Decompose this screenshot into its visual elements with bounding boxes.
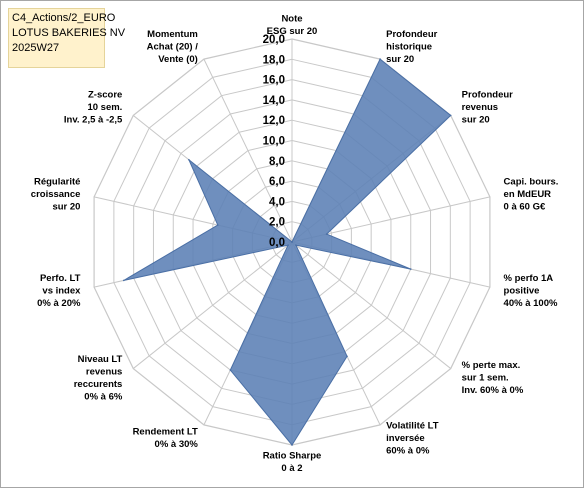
axis-label: Profondeur revenus sur 20 (462, 89, 513, 125)
data-point (287, 244, 289, 246)
title-box: C4_Actions/2_EURO LOTUS BAKERIES NV 2025… (8, 8, 126, 68)
axis-label: Perfo. LT vs index 0% à 20% (37, 273, 81, 309)
data-point (229, 369, 232, 371)
tick-label: 10,0 (263, 136, 285, 148)
data-point (409, 268, 412, 270)
axis-spoke (291, 241, 452, 369)
tick-label: 14,0 (263, 95, 285, 107)
data-point (291, 444, 293, 446)
axis-label: Capi. bours. en MdEUR 0 à 60 G€ (504, 176, 559, 212)
tick-label: 16,0 (263, 75, 285, 87)
data-point (449, 114, 452, 117)
tick-label: 12,0 (263, 115, 285, 127)
tick-label: 4,0 (269, 196, 285, 208)
axis-label: Rendement LT 0% à 30% (133, 427, 199, 451)
radar-series (122, 58, 452, 446)
axis-label: Note ESG sur 20 (267, 14, 318, 38)
title-line-1: C4_Actions/2_EURO (12, 12, 116, 24)
tick-label: 20,0 (263, 34, 285, 46)
data-point (291, 241, 293, 243)
axis-label: Niveau LT revenus reccurents 0% à 6% (74, 354, 123, 403)
data-point (379, 58, 381, 60)
axis-label: % perte max. sur 1 sem. Inv. 60% à 0% (462, 360, 524, 396)
axis-label: Momentum Achat (20) / Vente (0) (147, 29, 199, 65)
data-point (346, 355, 348, 358)
data-point (122, 279, 125, 282)
axis-spoke (132, 241, 293, 369)
radar-axis-labels: Note ESG sur 20 Profondeur historique sur 20… (31, 14, 559, 475)
axis-label: Ratio Sharpe 0 à 2 (263, 451, 322, 475)
title-line-2: LOTUS BAKERIES NV (12, 27, 126, 39)
tick-label: 18,0 (263, 54, 285, 66)
tick-label: 2,0 (269, 217, 285, 229)
data-point (325, 233, 328, 235)
radar-tick-labels: 0,0 2,0 4,0 6,0 8,0 10,0 12,0 14,0 16,0 18,0 20,0 (263, 34, 285, 249)
axis-label: Volatilité LT inversée 60% à 0% (386, 420, 439, 456)
tick-label: 6,0 (269, 176, 285, 188)
axis-label: Profondeur historique sur 20 (386, 29, 437, 65)
tick-label: 0,0 (269, 237, 285, 249)
data-point (188, 158, 190, 161)
series-area (123, 58, 452, 446)
title-line-3: 2025W27 (12, 42, 60, 54)
axis-spoke (203, 58, 293, 243)
data-point (216, 224, 219, 226)
axis-label: Régularité croissance sur 20 (31, 176, 81, 212)
axis-label: % perfo 1A positive 40% à 100% (504, 273, 558, 309)
tick-label: 8,0 (269, 156, 285, 168)
axis-label: Z-score 10 sem. Inv. 2,5 à -2,5 (64, 89, 123, 125)
data-point (295, 244, 297, 246)
